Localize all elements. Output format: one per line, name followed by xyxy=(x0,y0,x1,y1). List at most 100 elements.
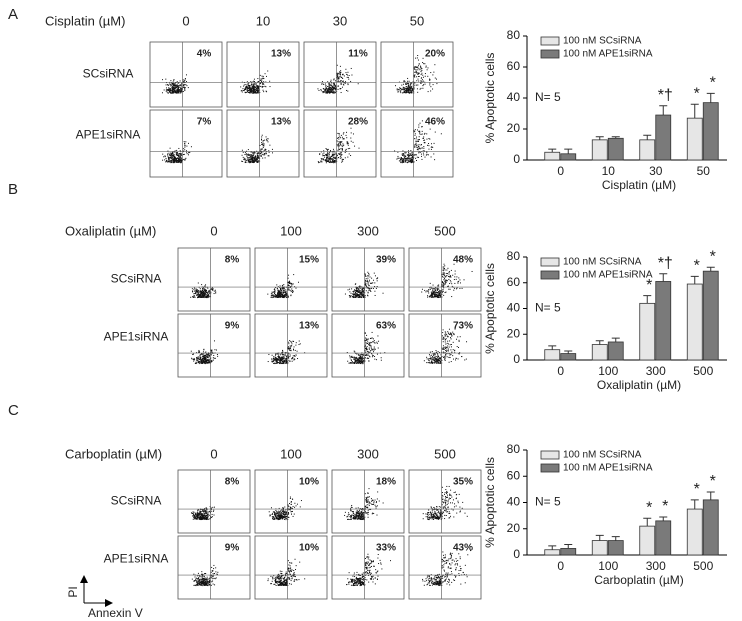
event-dot xyxy=(257,151,259,153)
event-dot xyxy=(442,290,444,292)
event-dot xyxy=(210,360,212,362)
event-dot xyxy=(438,294,440,296)
event-dot xyxy=(256,154,258,156)
event-dot xyxy=(241,154,243,156)
event-dot xyxy=(422,85,424,87)
event-dot xyxy=(416,144,418,146)
event-dot xyxy=(254,86,256,88)
event-dot xyxy=(283,518,285,520)
event-dot xyxy=(340,92,342,94)
event-dot xyxy=(319,153,321,155)
concentration: 300 xyxy=(357,446,379,461)
event-dot xyxy=(370,290,372,292)
event-dot xyxy=(434,361,436,363)
event-dot xyxy=(352,293,354,295)
event-dot xyxy=(442,329,444,331)
event-dot xyxy=(333,83,335,85)
event-dot xyxy=(186,153,188,155)
event-dot xyxy=(272,152,274,154)
event-dot xyxy=(181,89,183,91)
event-dot xyxy=(260,149,262,151)
event-dot xyxy=(288,359,290,361)
event-dot xyxy=(322,155,324,157)
event-dot xyxy=(334,156,336,158)
event-dot xyxy=(273,357,275,359)
event-dot xyxy=(357,296,359,298)
event-dot xyxy=(246,81,248,83)
event-dot xyxy=(191,357,193,359)
event-dot xyxy=(345,68,347,70)
event-dot xyxy=(176,85,178,87)
event-dot xyxy=(272,294,274,296)
event-dot xyxy=(358,359,360,361)
event-dot xyxy=(191,358,193,360)
event-dot xyxy=(438,358,440,360)
event-dot xyxy=(250,159,252,161)
event-dot xyxy=(170,92,172,94)
event-dot xyxy=(354,294,356,296)
event-dot xyxy=(337,78,339,80)
event-dot xyxy=(212,359,214,361)
event-dot xyxy=(438,362,440,364)
event-dot xyxy=(416,88,418,90)
event-dot xyxy=(281,357,283,359)
event-dot xyxy=(330,150,332,152)
event-dot xyxy=(173,85,175,87)
event-dot xyxy=(408,86,410,88)
event-dot xyxy=(335,90,337,92)
event-dot xyxy=(359,286,361,288)
event-dot xyxy=(338,73,340,75)
event-dot xyxy=(180,155,182,157)
event-dot xyxy=(281,295,283,297)
event-dot xyxy=(183,86,185,88)
event-dot xyxy=(442,289,444,291)
event-dot xyxy=(172,161,174,163)
event-dot xyxy=(283,360,285,362)
event-dot xyxy=(212,288,214,290)
event-dot xyxy=(366,501,368,503)
event-dot xyxy=(409,157,411,159)
event-dot xyxy=(409,91,411,93)
event-dot xyxy=(291,510,293,512)
event-dot xyxy=(198,296,200,298)
event-dot xyxy=(292,283,294,285)
event-dot xyxy=(288,353,290,355)
event-dot xyxy=(165,84,167,86)
event-dot xyxy=(336,144,338,146)
event-dot xyxy=(177,153,179,155)
event-dot xyxy=(412,155,414,157)
event-dot xyxy=(333,153,335,155)
event-dot xyxy=(418,136,420,138)
event-dot xyxy=(282,356,284,358)
event-dot xyxy=(405,155,407,157)
event-dot xyxy=(175,161,177,163)
event-dot xyxy=(249,155,251,157)
event-dot xyxy=(450,333,452,335)
event-dot xyxy=(412,88,414,90)
event-dot xyxy=(420,66,422,68)
event-dot xyxy=(181,154,183,156)
event-dot xyxy=(326,88,328,90)
event-dot xyxy=(327,153,329,155)
event-dot xyxy=(350,362,352,364)
event-dot xyxy=(370,341,372,343)
event-dot xyxy=(202,516,204,518)
event-dot xyxy=(421,291,423,293)
event-dot xyxy=(351,510,353,512)
event-dot xyxy=(178,85,180,87)
event-dot xyxy=(283,517,285,519)
event-dot xyxy=(286,359,288,361)
event-dot xyxy=(195,517,197,519)
event-dot xyxy=(249,92,251,94)
event-dot xyxy=(335,160,337,162)
event-dot xyxy=(369,289,371,291)
event-dot xyxy=(202,513,204,515)
event-dot xyxy=(370,345,372,347)
quadrant-percent: 13% xyxy=(299,321,319,332)
event-dot xyxy=(253,80,255,82)
event-dot xyxy=(178,153,180,155)
event-dot xyxy=(288,512,290,514)
event-dot xyxy=(411,92,413,94)
event-dot xyxy=(332,155,334,157)
event-dot xyxy=(278,517,280,519)
